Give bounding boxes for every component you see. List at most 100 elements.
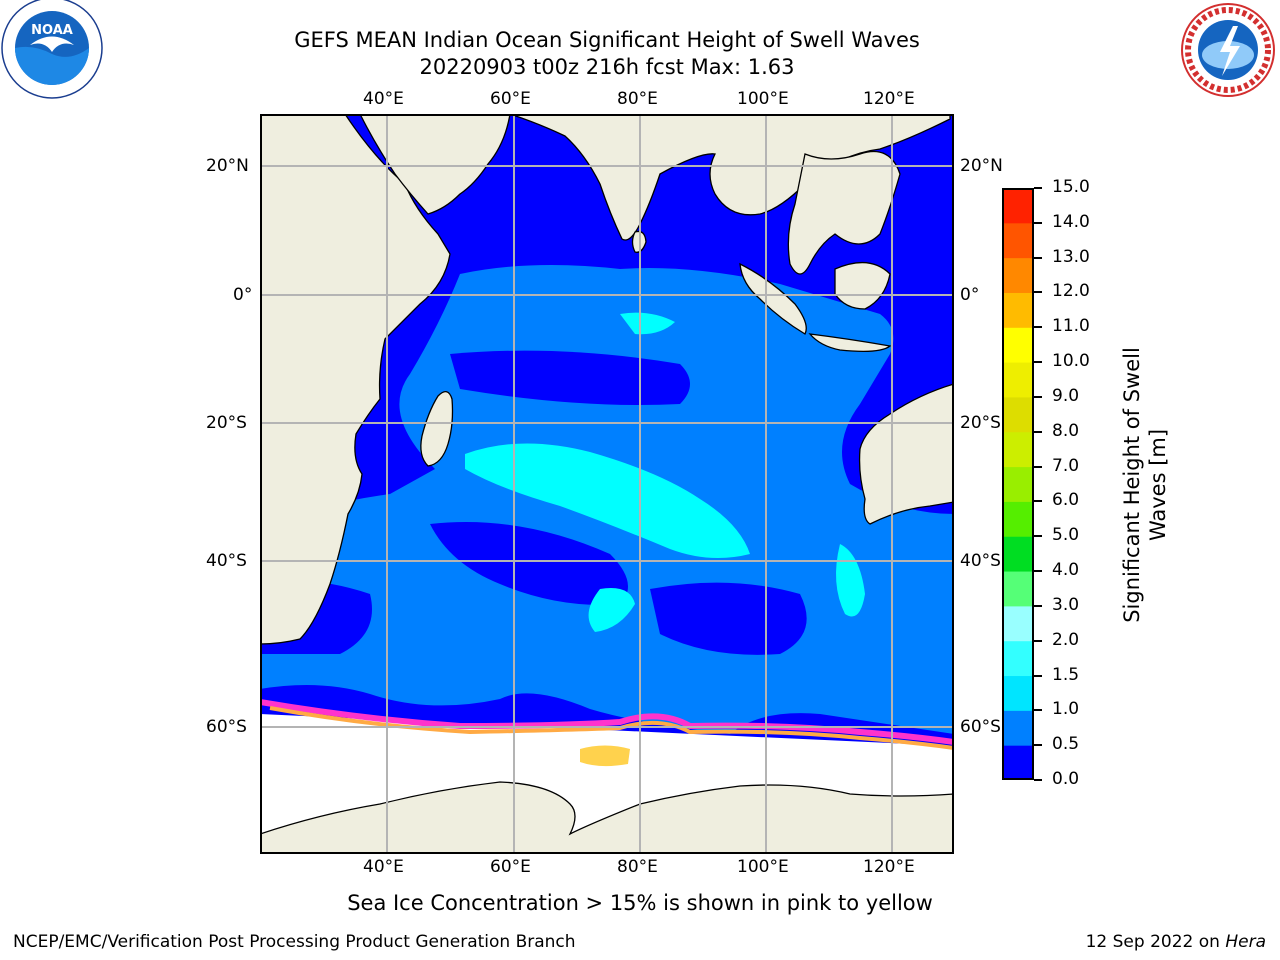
- colorbar-segment: [1002, 257, 1034, 293]
- colorbar-segment: [1002, 431, 1034, 468]
- colorbar-tick-mark: [1034, 570, 1042, 573]
- swell-band-low: [450, 350, 690, 405]
- lon-label-top: 60°E: [490, 89, 531, 109]
- colorbar-tick-mark: [1034, 674, 1042, 677]
- swell-height-map: [260, 114, 954, 854]
- lon-label-top: 40°E: [363, 89, 404, 109]
- noaa-logo: NOAA: [0, 0, 105, 100]
- colorbar-segment: [1002, 362, 1034, 398]
- swell-band-high: [465, 443, 750, 558]
- colorbar-tick-mark: [1034, 361, 1042, 364]
- colorbar-tick-label: 3.0: [1052, 594, 1080, 615]
- lat-label-left: 60°S: [206, 717, 247, 737]
- colorbar-segment: [1002, 292, 1034, 328]
- colorbar-tick-label: 9.0: [1052, 385, 1080, 406]
- colorbar-tick-mark: [1034, 535, 1042, 538]
- colorbar-segment: [1002, 536, 1034, 572]
- colorbar-segment: [1002, 188, 1034, 224]
- nws-logo: [1178, 0, 1278, 100]
- lon-label-bottom: 80°E: [617, 857, 658, 877]
- footer-date: 12 Sep 2022 on Hera: [1086, 932, 1266, 952]
- lon-label-bottom: 40°E: [363, 857, 404, 877]
- colorbar-segment: [1002, 745, 1034, 781]
- colorbar-tick-label: 15.0: [1052, 177, 1090, 197]
- colorbar-tick-mark: [1034, 639, 1042, 642]
- colorbar-tick-label: 13.0: [1052, 246, 1090, 267]
- colorbar-label-line2: Waves [m]: [1146, 428, 1170, 542]
- swell-band-high: [836, 544, 865, 617]
- map-title-line2: 20220903 t00z 216h fcst Max: 1.63: [419, 55, 795, 79]
- lon-label-top: 120°E: [863, 89, 915, 109]
- colorbar-tick-label: 8.0: [1052, 420, 1080, 441]
- colorbar-frame: [1002, 188, 1034, 780]
- colorbar-tick-mark: [1034, 604, 1042, 607]
- colorbar-label-line1: Significant Height of Swell: [1120, 347, 1144, 623]
- land-java: [808, 333, 892, 352]
- colorbar-tick-label: 11.0: [1052, 316, 1090, 337]
- land-antarctica: [260, 781, 954, 854]
- map-title-line1: GEFS MEAN Indian Ocean Significant Heigh…: [294, 28, 920, 52]
- colorbar-segment: [1002, 222, 1034, 259]
- colorbar-segment: [1002, 571, 1034, 607]
- colorbar-tick-mark: [1034, 187, 1042, 189]
- colorbar-tick-mark: [1034, 500, 1042, 503]
- lat-label-left: 40°S: [206, 551, 247, 571]
- swell-band-high: [588, 588, 635, 632]
- colorbar-tick-mark: [1034, 221, 1042, 224]
- colorbar-tick-label: 14.0: [1052, 211, 1090, 232]
- swell-band-high: [620, 312, 675, 335]
- colorbar-tick-label: 0.0: [1052, 769, 1080, 789]
- colorbar-tick-label: 0.5: [1052, 734, 1080, 755]
- colorbar-tick-label: 4.0: [1052, 560, 1080, 581]
- colorbar: [1002, 188, 1034, 781]
- colorbar-tick-mark: [1034, 465, 1042, 468]
- sea-ice-patch: [580, 745, 630, 767]
- colorbar-tick-mark: [1034, 430, 1042, 433]
- colorbar-tick-mark: [1034, 291, 1042, 294]
- sea-ice-edge: [260, 699, 954, 745]
- land-borneo: [834, 262, 891, 310]
- colorbar-tick-label: 1.5: [1052, 664, 1080, 685]
- swell-band-low: [430, 522, 628, 605]
- swell-band-low: [650, 582, 807, 655]
- colorbar-tick-label: 1.0: [1052, 699, 1080, 720]
- colorbar-segment: [1002, 501, 1034, 537]
- footer-credit: NCEP/EMC/Verification Post Processing Pr…: [13, 932, 576, 952]
- colorbar-segment: [1002, 466, 1034, 502]
- map-frame: [260, 114, 954, 854]
- sea-ice-note: Sea Ice Concentration > 15% is shown in …: [347, 891, 933, 915]
- colorbar-tick-label: 12.0: [1052, 281, 1090, 302]
- footer-host: Hera: [1225, 932, 1266, 952]
- colorbar-tick-mark: [1034, 744, 1042, 747]
- colorbar-tick-mark: [1034, 709, 1042, 712]
- colorbar-segment: [1002, 675, 1034, 711]
- colorbar-tick-mark: [1034, 326, 1042, 329]
- land-australia: [858, 383, 954, 525]
- lat-label-left: 20°N: [206, 156, 249, 176]
- lat-label-right: 20°S: [960, 413, 1001, 433]
- colorbar-tick-label: 5.0: [1052, 525, 1080, 546]
- lat-label-left: 0°: [233, 285, 253, 305]
- colorbar-tick-mark: [1034, 779, 1042, 781]
- lon-label-top: 80°E: [617, 89, 658, 109]
- colorbar-tick-mark: [1034, 256, 1042, 259]
- colorbar-tick-label: 7.0: [1052, 455, 1080, 476]
- footer-date-text: 12 Sep 2022 on: [1085, 932, 1226, 952]
- colorbar-segment: [1002, 605, 1034, 642]
- colorbar-segment: [1002, 710, 1034, 746]
- svg-text:NOAA: NOAA: [31, 23, 73, 38]
- colorbar-tick-label: 10.0: [1052, 351, 1090, 372]
- colorbar-segment: [1002, 327, 1034, 363]
- land-sumatra: [739, 262, 807, 335]
- land-africa: [260, 114, 451, 645]
- colorbar-segment: [1002, 640, 1034, 677]
- lon-label-bottom: 100°E: [737, 857, 789, 877]
- land-southeast-asia: [787, 150, 901, 275]
- lat-label-right: 0°: [960, 285, 980, 305]
- lon-label-top: 100°E: [737, 89, 789, 109]
- lat-label-right: 20°N: [960, 156, 1003, 176]
- lat-label-right: 40°S: [960, 551, 1001, 571]
- land-madagascar: [420, 391, 454, 467]
- lon-label-bottom: 120°E: [863, 857, 915, 877]
- map-gridlines: [260, 114, 954, 854]
